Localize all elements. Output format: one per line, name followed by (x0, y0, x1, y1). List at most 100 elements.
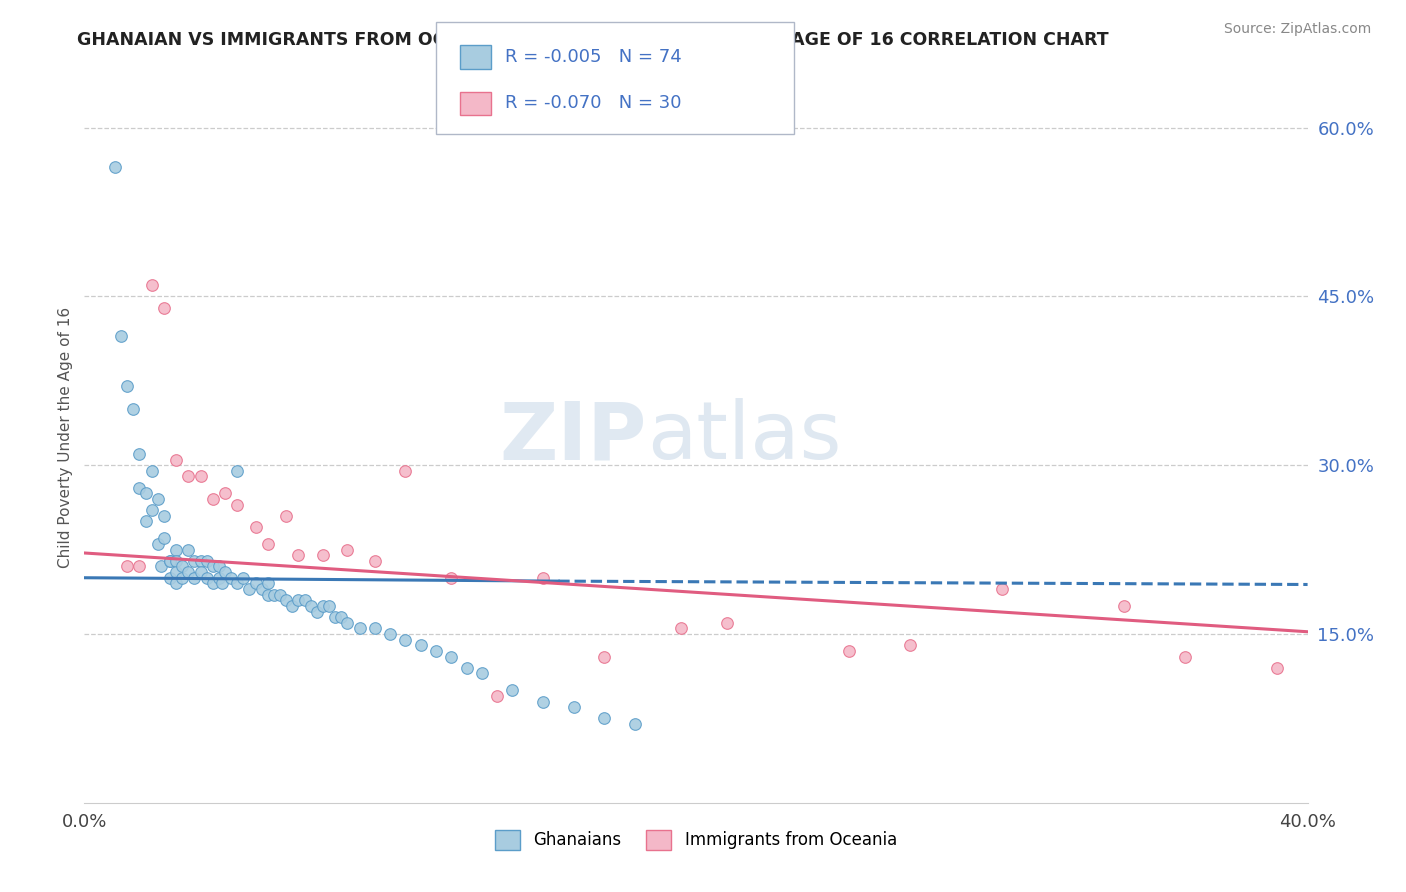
Point (232, 571, 254, 585)
Point (364, 621, 387, 635)
Point (394, 632, 416, 647)
Point (238, 582, 260, 596)
Point (177, 565, 200, 579)
Point (593, 649, 616, 664)
Point (141, 503, 163, 517)
Point (318, 599, 340, 613)
Point (201, 559, 224, 574)
Point (1114, 599, 1136, 613)
Point (177, 542, 200, 557)
Point (128, 481, 150, 495)
Point (183, 571, 205, 585)
Text: R = -0.005   N = 74: R = -0.005 N = 74 (505, 48, 682, 66)
Point (323, 610, 346, 624)
Point (364, 554, 387, 568)
Point (172, 571, 194, 585)
Point (312, 599, 335, 613)
Point (159, 554, 181, 568)
Point (425, 644, 447, 658)
Point (440, 649, 463, 664)
Point (153, 508, 176, 523)
Point (122, 401, 145, 416)
Point (245, 576, 267, 591)
Point (190, 554, 212, 568)
Point (226, 498, 249, 512)
Point (250, 582, 273, 596)
Point (214, 565, 236, 579)
Point (838, 644, 860, 658)
Point (153, 532, 176, 546)
Point (502, 683, 524, 698)
Point (165, 554, 187, 568)
Point (1174, 649, 1197, 664)
Point (257, 576, 280, 591)
Legend: Ghanaians, Immigrants from Oceania: Ghanaians, Immigrants from Oceania (488, 823, 904, 856)
Point (165, 452, 187, 467)
Point (159, 571, 181, 585)
Y-axis label: Child Poverty Under the Age of 16: Child Poverty Under the Age of 16 (58, 307, 73, 567)
Point (257, 588, 280, 602)
Point (226, 576, 249, 591)
Point (211, 576, 233, 591)
Point (257, 537, 280, 551)
Point (336, 542, 359, 557)
Point (115, 559, 138, 574)
Point (146, 537, 169, 551)
Point (153, 301, 176, 315)
Point (1265, 661, 1288, 675)
Point (195, 554, 218, 568)
Point (128, 559, 150, 574)
Point (486, 689, 509, 703)
Point (440, 571, 463, 585)
Point (276, 593, 298, 607)
Point (165, 542, 187, 557)
Point (214, 486, 236, 500)
Point (190, 565, 212, 579)
Point (135, 515, 157, 529)
Point (128, 447, 150, 461)
Point (898, 638, 921, 652)
Point (201, 491, 224, 506)
Point (394, 464, 416, 478)
Point (201, 576, 224, 591)
Point (287, 593, 309, 607)
Point (669, 621, 692, 635)
Point (531, 571, 554, 585)
Point (456, 661, 478, 675)
Point (471, 666, 494, 681)
Point (312, 548, 335, 562)
Point (624, 717, 647, 731)
Point (146, 491, 169, 506)
Point (110, 328, 132, 343)
Point (305, 605, 328, 619)
Point (115, 379, 138, 393)
Point (190, 469, 212, 483)
Point (562, 700, 585, 714)
Point (716, 615, 738, 630)
Point (219, 571, 242, 585)
Point (531, 694, 554, 708)
Point (349, 621, 371, 635)
Point (104, 160, 127, 174)
Point (245, 520, 267, 534)
Point (281, 599, 304, 613)
Text: ZIP: ZIP (499, 398, 647, 476)
Point (208, 559, 231, 574)
Text: Source: ZipAtlas.com: Source: ZipAtlas.com (1223, 22, 1371, 37)
Point (183, 554, 205, 568)
Point (991, 582, 1014, 596)
Point (287, 548, 309, 562)
Point (135, 486, 157, 500)
Point (149, 559, 172, 574)
Point (165, 576, 187, 591)
Point (409, 638, 432, 652)
Point (141, 278, 163, 293)
Point (226, 464, 249, 478)
Point (593, 711, 616, 725)
Text: GHANAIAN VS IMMIGRANTS FROM OCEANIA CHILD POVERTY UNDER THE AGE OF 16 CORRELATIO: GHANAIAN VS IMMIGRANTS FROM OCEANIA CHIL… (77, 31, 1109, 49)
Point (141, 464, 163, 478)
Point (336, 615, 359, 630)
Point (165, 565, 187, 579)
Point (263, 588, 285, 602)
Point (276, 508, 298, 523)
